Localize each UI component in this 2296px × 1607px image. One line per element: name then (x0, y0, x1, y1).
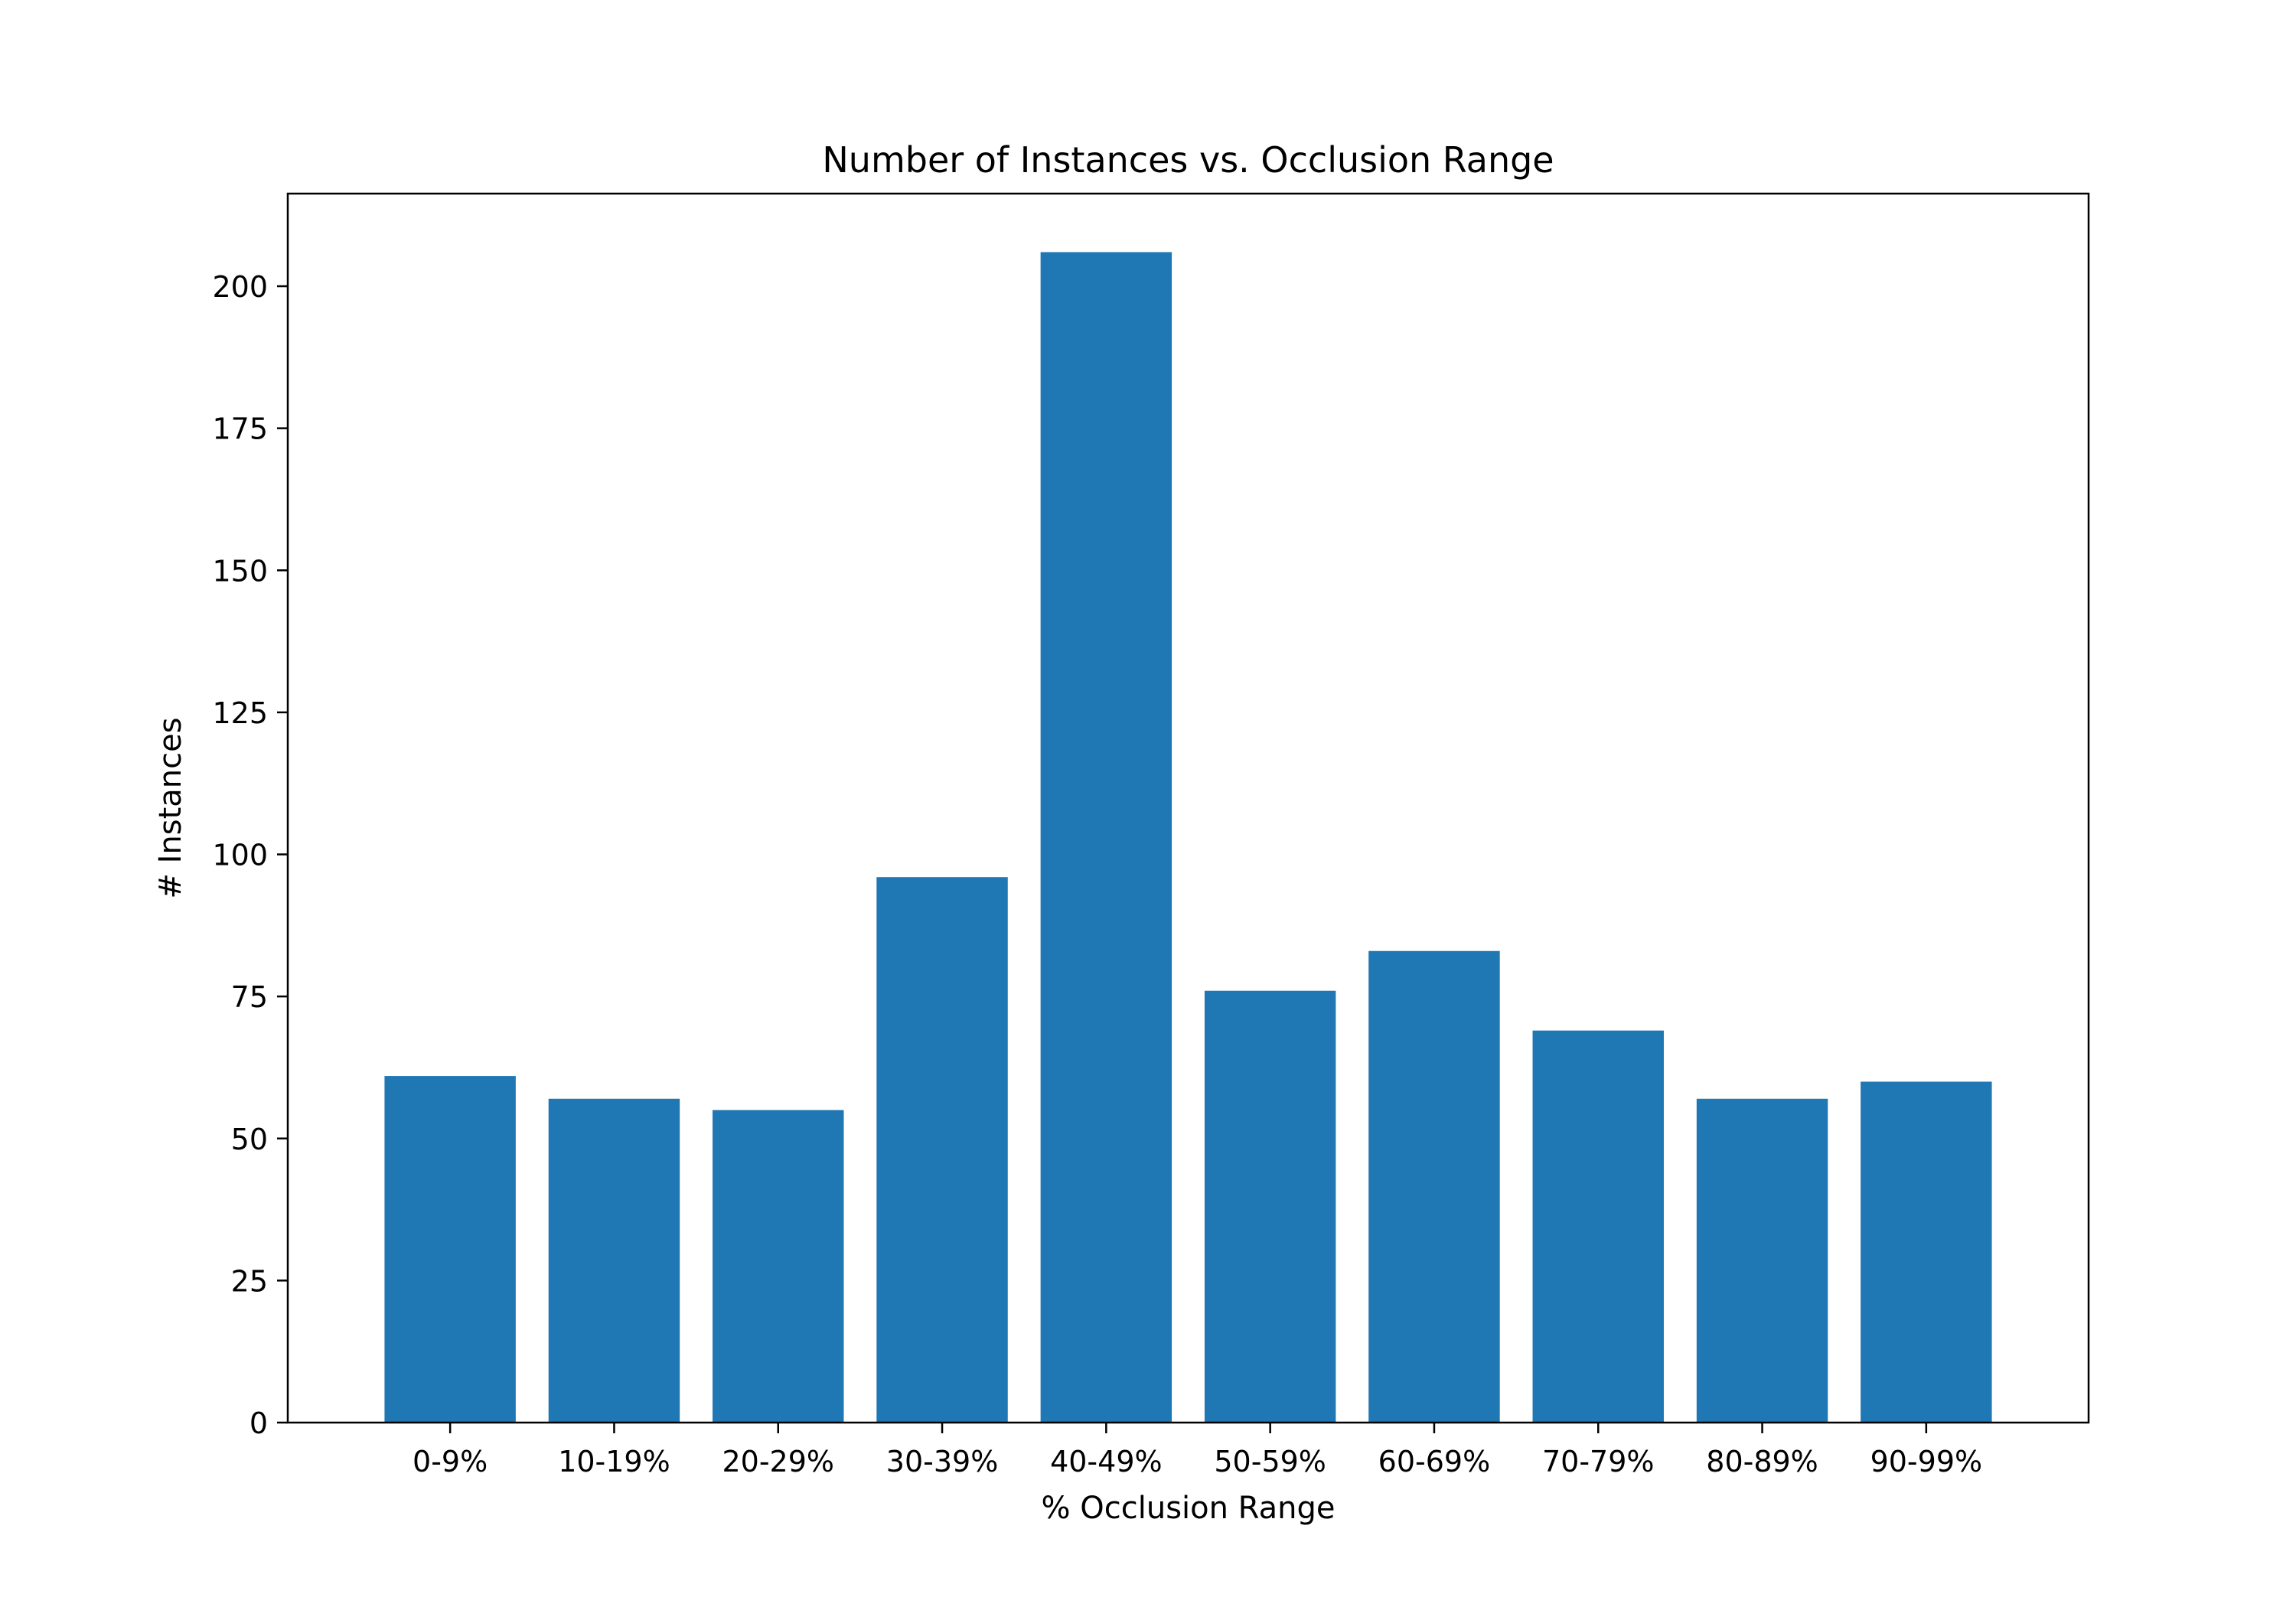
x-tick-label: 80-89% (1706, 1445, 1818, 1478)
x-tick-label: 90-99% (1870, 1445, 1983, 1478)
x-tick-label: 20-29% (722, 1445, 834, 1478)
bar-50-59% (1204, 990, 1336, 1423)
y-tick-label: 125 (212, 696, 268, 730)
bar-0-9% (384, 1076, 516, 1423)
x-tick-label: 50-59% (1214, 1445, 1326, 1478)
y-tick-label: 0 (249, 1407, 268, 1440)
x-tick-label: 60-69% (1378, 1445, 1491, 1478)
bar-70-79% (1532, 1030, 1664, 1423)
plot-frame (286, 192, 2090, 1424)
bar-30-39% (876, 877, 1008, 1423)
bar-90-99% (1861, 1081, 1992, 1423)
y-tick-label: 25 (231, 1264, 268, 1298)
bar-10-19% (548, 1098, 680, 1423)
x-tick-label: 10-19% (558, 1445, 670, 1478)
y-tick-label: 200 (212, 270, 268, 304)
bar-60-69% (1368, 950, 1500, 1423)
x-tick-label: 70-79% (1542, 1445, 1655, 1478)
y-tick-label: 75 (231, 980, 268, 1014)
y-tick-label: 100 (212, 839, 268, 872)
x-tick-label: 30-39% (886, 1445, 999, 1478)
y-axis: 0 25 50 75 100 125 150 175 200 (212, 270, 288, 1440)
y-axis-label: # Instances (153, 717, 188, 898)
bar-80-89% (1696, 1098, 1828, 1423)
bar-20-29% (713, 1110, 844, 1423)
x-tick-label: 40-49% (1050, 1445, 1163, 1478)
x-tick-label: 0-9% (413, 1445, 488, 1478)
chart-title: Number of Instances vs. Occlusion Range (822, 139, 1554, 181)
x-axis-label: % Occlusion Range (1042, 1491, 1336, 1526)
bars-layer (384, 252, 1992, 1423)
y-tick-label: 175 (212, 412, 268, 446)
y-tick-label: 150 (212, 554, 268, 588)
bar-40-49% (1040, 252, 1172, 1423)
x-axis: 0-9% 10-19% 20-29% 30-39% 40-49% 50-59% 60-69%… (413, 1423, 1982, 1478)
y-tick-label: 50 (231, 1123, 268, 1156)
